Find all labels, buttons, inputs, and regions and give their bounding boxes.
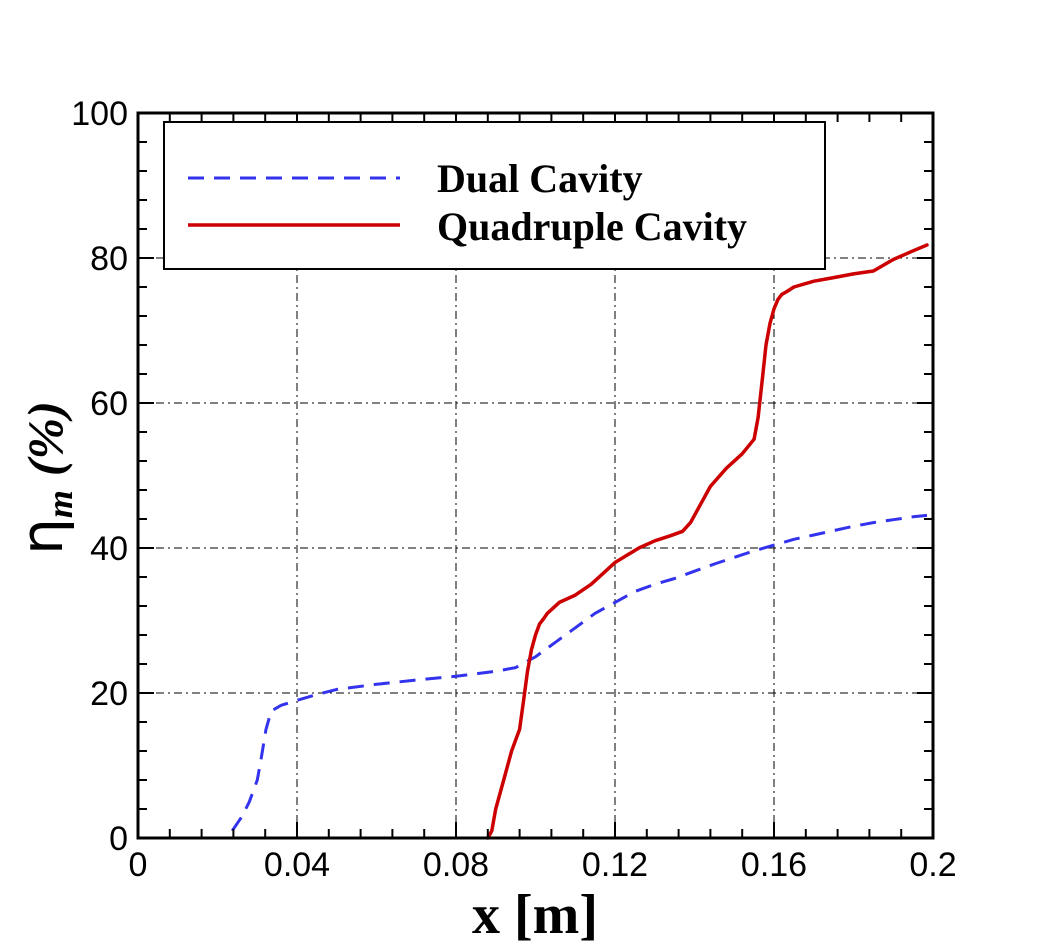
y-tick-label: 20 [90, 675, 128, 713]
y-axis-subscript: m [40, 490, 80, 518]
axis-ticks [137, 112, 934, 839]
plot-frame [136, 111, 935, 840]
tick-labels: 0 0.04 0.08 0.12 0.16 0.2 0 20 40 60 80 100 [71, 95, 956, 884]
legend-box [163, 121, 826, 270]
y-axis-symbol: η [8, 518, 76, 555]
y-tick-label: 80 [90, 240, 128, 278]
y-axis-unit: (%) [17, 401, 73, 476]
series-lines [230, 243, 929, 840]
legend: Dual Cavity Quadruple Cavity [163, 121, 826, 270]
x-tick-label: 0.04 [264, 846, 330, 884]
y-tick-label: 40 [90, 530, 128, 568]
y-axis-title: ηm (%) [8, 401, 80, 555]
x-tick-label: 0.08 [423, 846, 489, 884]
x-tick-label: 0 [129, 846, 148, 884]
x-tick-label: 0.2 [909, 846, 956, 884]
y-tick-label: 60 [90, 385, 128, 423]
y-tick-label: 100 [71, 95, 128, 133]
x-axis-title: x [m] [472, 884, 598, 944]
series-line-dual-cavity [230, 513, 928, 832]
x-tick-label: 0.12 [582, 846, 648, 884]
y-tick-label: 0 [109, 820, 128, 858]
legend-label-dual-cavity: Dual Cavity [437, 156, 643, 201]
series-line-quadruple-cavity [486, 243, 929, 840]
x-tick-label: 0.16 [741, 846, 807, 884]
legend-label-quadruple-cavity: Quadruple Cavity [437, 204, 747, 249]
